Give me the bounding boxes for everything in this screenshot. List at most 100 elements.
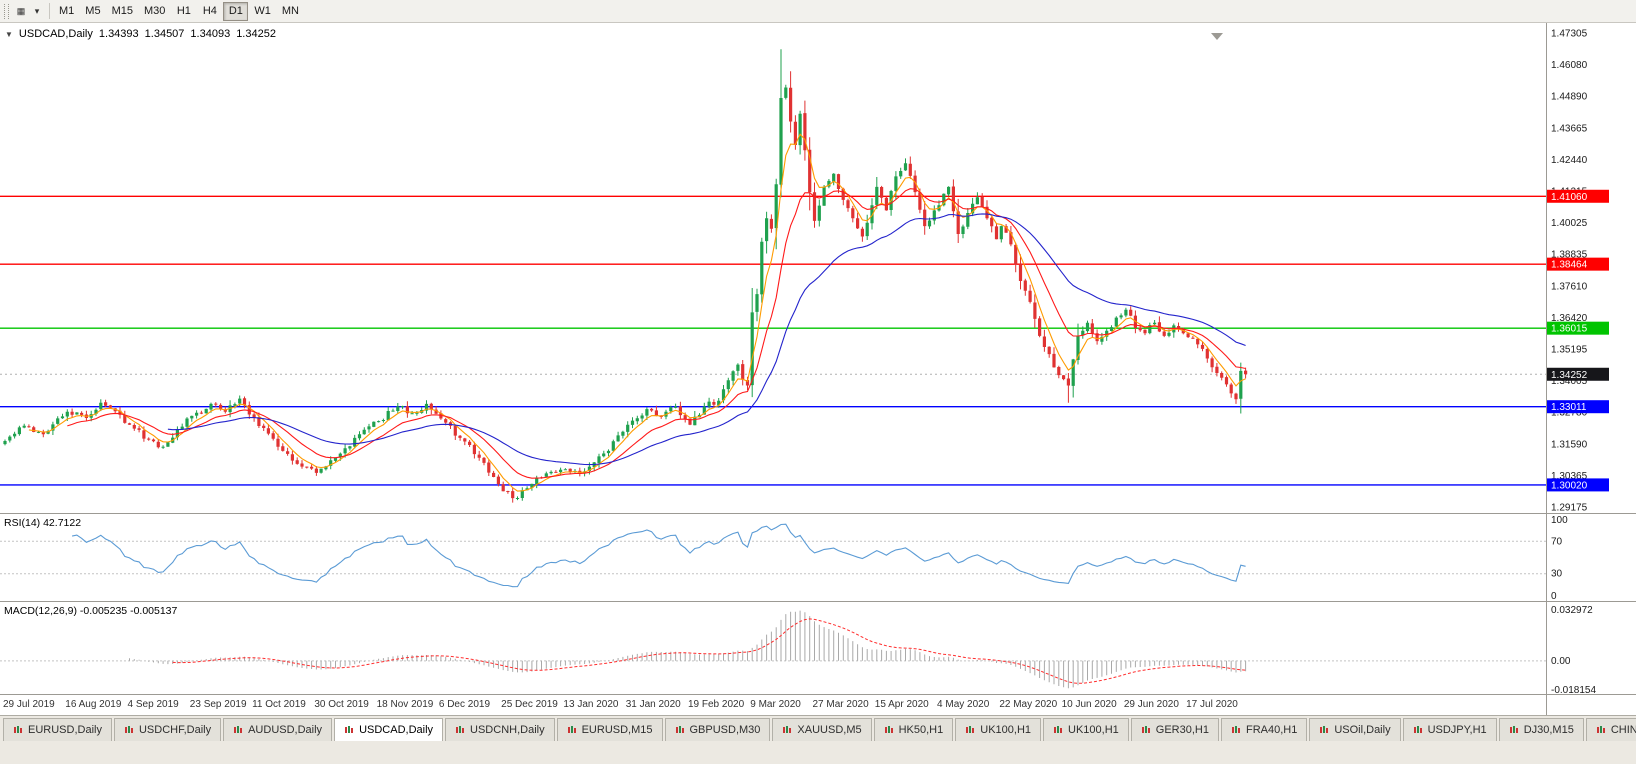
svg-text:1.43665: 1.43665: [1551, 123, 1588, 134]
chart-tab[interactable]: EURUSD,Daily: [3, 718, 112, 741]
svg-text:25 Dec 2019: 25 Dec 2019: [501, 699, 558, 710]
svg-text:100: 100: [1551, 515, 1568, 526]
svg-text:15 Apr 2020: 15 Apr 2020: [875, 699, 929, 710]
chart-tab[interactable]: USDCHF,Daily: [113, 718, 222, 741]
svg-text:23 Sep 2019: 23 Sep 2019: [190, 699, 247, 710]
chart-tab[interactable]: GBPUSD,M30: [664, 718, 771, 741]
svg-text:9 Mar 2020: 9 Mar 2020: [750, 699, 801, 710]
chart-tab[interactable]: USOil,Daily: [1309, 718, 1401, 741]
toolbar-separator: [49, 3, 50, 19]
tab-label: GBPUSD,M30: [689, 724, 761, 736]
svg-text:1.47305: 1.47305: [1551, 29, 1588, 40]
chart-tab[interactable]: XAUUSD,M5: [772, 718, 872, 741]
candlestick-chart-icon: [14, 726, 22, 733]
svg-text:1.40025: 1.40025: [1551, 218, 1588, 229]
svg-text:70: 70: [1551, 536, 1563, 547]
chart-tab[interactable]: UK100,H1: [955, 718, 1042, 741]
panel-separators: [0, 23, 1636, 715]
timeframe-button-group: M1 M5 M15 M30 H1 H4 D1 W1 MN: [54, 1, 304, 21]
chart-window[interactable]: 1.473051.460801.448901.436651.424401.412…: [0, 23, 1636, 715]
svg-text:-0.018154: -0.018154: [1551, 685, 1596, 696]
candlestick-chart-icon: [1320, 726, 1329, 733]
price-badges[interactable]: 1.41060 1.38464 1.36015 1.33011 1.30020 1.342…: [1547, 189, 1609, 492]
candlestick-chart-icon: [1054, 726, 1063, 733]
moving-average-lines: [28, 133, 1246, 492]
svg-text:22 May 2020: 22 May 2020: [999, 699, 1057, 710]
chart-tab[interactable]: USDCNH,Daily: [445, 718, 555, 741]
tab-label: AUDUSD,Daily: [248, 724, 323, 736]
timeframe-button[interactable]: MN: [277, 2, 304, 21]
toolbar-grip[interactable]: [4, 3, 9, 19]
timeframe-button[interactable]: H4: [197, 2, 222, 21]
chart-tab[interactable]: CHINA300,H4: [1585, 718, 1636, 741]
svg-text:29 Jul 2019: 29 Jul 2019: [3, 699, 55, 710]
svg-text:4 May 2020: 4 May 2020: [937, 699, 990, 710]
price-chart[interactable]: 1.473051.460801.448901.436651.424401.412…: [0, 23, 1636, 715]
ohlc-close: 1.34252: [236, 28, 276, 40]
svg-text:1.38835: 1.38835: [1551, 250, 1588, 261]
candlestick-chart-icon: [234, 726, 243, 733]
date-axis[interactable]: 29 Jul 2019 16 Aug 2019 4 Sep 2019 23 Sep 2…: [3, 699, 1238, 710]
timeframes-toolbar: ▦ ▾ M1 M5 M15 M30 H1 H4 D1 W1 MN: [0, 0, 1636, 23]
candlestick-chart-icon: [884, 726, 893, 733]
candlestick-chart-icon: [966, 726, 975, 733]
svg-text:29 Jun 2020: 29 Jun 2020: [1124, 699, 1179, 710]
chart-icon[interactable]: ▦: [16, 5, 26, 16]
chart-tab[interactable]: GER30,H1: [1130, 718, 1219, 741]
timeframe-button[interactable]: M30: [139, 2, 170, 21]
svg-text:MACD(12,26,9) -0.005235 -0.005: MACD(12,26,9) -0.005235 -0.005137: [4, 605, 178, 617]
price-axis[interactable]: 1.473051.460801.448901.436651.424401.412…: [1551, 29, 1588, 514]
svg-text:11 Oct 2019: 11 Oct 2019: [252, 699, 306, 710]
rsi-panel: RSI(14) 42.7122 100 70 30 0: [0, 515, 1568, 602]
timeframe-button[interactable]: H1: [171, 2, 196, 21]
candlestick-chart-icon: [1141, 726, 1150, 733]
svg-text:1.33011: 1.33011: [1551, 402, 1587, 413]
svg-text:1.31590: 1.31590: [1551, 439, 1588, 450]
svg-text:1.42440: 1.42440: [1551, 155, 1588, 166]
timeframe-button[interactable]: W1: [249, 2, 276, 21]
timeframe-button[interactable]: M1: [54, 2, 79, 21]
candlestick-chart-icon: [1413, 726, 1422, 733]
timeframe-button[interactable]: M15: [107, 2, 138, 21]
chart-tab[interactable]: USDJPY,H1: [1402, 718, 1497, 741]
svg-text:6 Dec 2019: 6 Dec 2019: [439, 699, 491, 710]
chart-tab[interactable]: EURUSD,M15: [556, 718, 663, 741]
svg-text:0.00: 0.00: [1551, 656, 1571, 667]
svg-text:16 Aug 2019: 16 Aug 2019: [65, 699, 122, 710]
svg-text:1.30020: 1.30020: [1551, 480, 1588, 491]
chart-tab[interactable]: FRA40,H1: [1220, 718, 1308, 741]
candlestick-chart-icon: [783, 726, 792, 733]
timeframe-button[interactable]: D1: [223, 1, 249, 21]
collapse-icon[interactable]: ▼: [5, 29, 13, 39]
svg-text:1.35195: 1.35195: [1551, 345, 1588, 356]
chart-shift-marker[interactable]: [1211, 33, 1223, 40]
svg-text:31 Jan 2020: 31 Jan 2020: [626, 699, 681, 710]
chart-title: ▼ USDCAD,Daily 1.34393 1.34507 1.34093 1…: [5, 28, 276, 40]
svg-text:10 Jun 2020: 10 Jun 2020: [1062, 699, 1117, 710]
svg-text:17 Jul 2020: 17 Jul 2020: [1186, 699, 1238, 710]
svg-text:1.34005: 1.34005: [1551, 376, 1588, 387]
tab-label: GER30,H1: [1155, 724, 1209, 736]
svg-text:1.29175: 1.29175: [1551, 503, 1588, 514]
svg-text:18 Nov 2019: 18 Nov 2019: [377, 699, 434, 710]
candlestick-chart-icon: [456, 726, 465, 733]
chart-tab-bar: EURUSD,Daily USDCHF,Daily AUDUSD,Daily U…: [0, 715, 1636, 741]
macd-histogram: [129, 610, 1247, 689]
ohlc-low: 1.34093: [190, 28, 231, 40]
chart-tab[interactable]: HK50,H1: [873, 718, 954, 741]
chart-tab[interactable]: AUDUSD,Daily: [223, 718, 333, 741]
dropdown-caret-icon[interactable]: ▾: [34, 5, 40, 16]
candlestick-chart-icon: [1231, 726, 1240, 733]
chart-tab[interactable]: UK100,H1: [1043, 718, 1129, 741]
tab-label: USDJPY,H1: [1427, 724, 1487, 736]
tab-label: UK100,H1: [980, 724, 1032, 736]
ohlc-open: 1.34393: [98, 28, 139, 40]
tab-label: USDCNH,Daily: [470, 724, 545, 736]
chart-tab[interactable]: DJ30,M15: [1498, 718, 1584, 741]
window-filler: [0, 741, 1636, 764]
tab-label: USDCHF,Daily: [138, 724, 212, 736]
timeframe-button[interactable]: M5: [80, 2, 105, 21]
horizontal-lines[interactable]: [0, 195, 1546, 486]
candlestick-chart-icon: [345, 726, 354, 733]
chart-tab[interactable]: USDCAD,Daily: [334, 718, 444, 741]
